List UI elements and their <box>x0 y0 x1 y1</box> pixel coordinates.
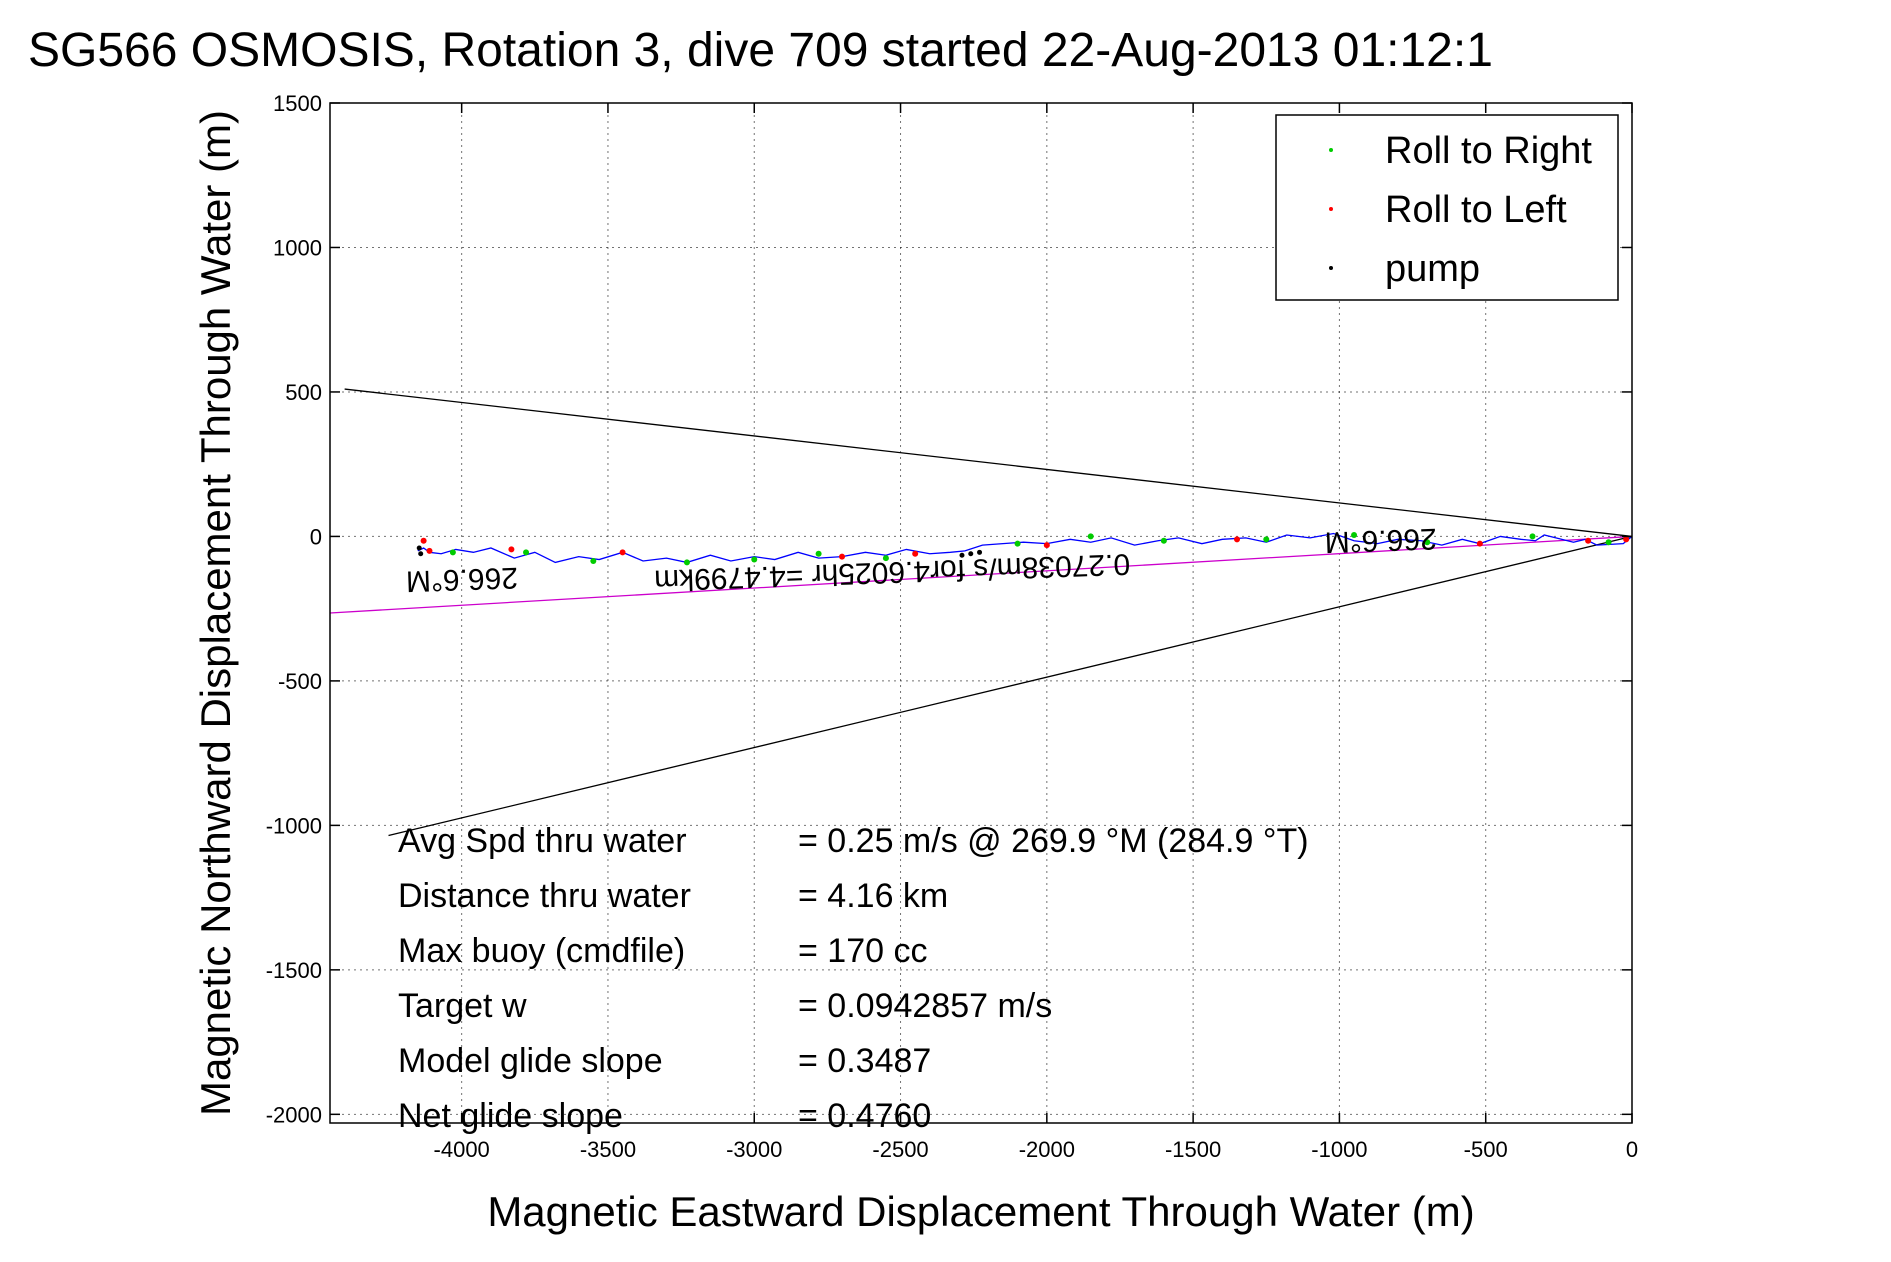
x-tick-label: -2500 <box>872 1137 928 1162</box>
point-roll-to-left <box>426 547 433 554</box>
x-tick-label: -4000 <box>434 1137 490 1162</box>
point-roll-to-left <box>912 550 919 557</box>
point-roll-to-right <box>1014 540 1021 547</box>
point-roll-to-right <box>523 549 530 556</box>
reference-line <box>388 535 1633 837</box>
legend-marker <box>1329 266 1333 270</box>
point-roll-to-right <box>1263 536 1270 543</box>
point-roll-to-left <box>420 537 427 544</box>
x-tick-label: -500 <box>1464 1137 1508 1162</box>
chart-title: SG566 OSMOSIS, Rotation 3, dive 709 star… <box>28 24 1493 77</box>
stat-label: Max buoy (cmdfile) <box>398 932 685 970</box>
point-pump <box>418 551 424 557</box>
point-roll-to-right <box>1160 537 1167 544</box>
y-tick-label: 0 <box>310 524 322 549</box>
stats-annotations: Avg Spd thru water = 0.25 m/s @ 269.9 °M … <box>398 822 1309 1135</box>
point-roll-to-right <box>683 559 690 566</box>
stat-label: Avg Spd thru water <box>398 822 687 860</box>
point-roll-to-right <box>751 556 758 563</box>
stat-label: Distance thru water <box>398 877 691 915</box>
x-tick-label: -2000 <box>1019 1137 1075 1162</box>
reference-lines <box>329 388 1633 837</box>
point-roll-to-right <box>449 549 456 556</box>
y-tick-label: 500 <box>285 380 322 405</box>
y-tick-label: -1000 <box>266 813 322 838</box>
point-roll-to-left <box>1585 537 1592 544</box>
y-tick-label: -500 <box>278 669 322 694</box>
rotated-annotation: 266.6°M <box>1324 522 1437 559</box>
x-tick-label: -1000 <box>1311 1137 1367 1162</box>
stat-label: Net glide slope <box>398 1097 623 1135</box>
legend-entry: pump <box>1385 248 1480 290</box>
data-series <box>416 531 1633 566</box>
x-axis-label: Magnetic Eastward Displacement Through W… <box>487 1188 1474 1235</box>
rotated-annotation: 0.27038m/s for4.6025hr =4.4799km <box>654 547 1131 597</box>
y-tick-label: 1500 <box>273 91 322 116</box>
legend-box <box>1275 114 1619 301</box>
point-pump <box>977 549 983 555</box>
stat-label: Model glide slope <box>398 1042 663 1080</box>
point-roll-to-right <box>882 555 889 562</box>
legend-marker <box>1329 207 1333 211</box>
rotated-annotations: 266.6°M 266.6°M 0.27038m/s for4.6025hr =4.… <box>405 522 1437 598</box>
stat-value: = 170 cc <box>798 932 927 970</box>
point-roll-to-left <box>1043 542 1050 549</box>
stat-value: = 0.4760 <box>798 1097 931 1135</box>
y-tick-label: -2000 <box>266 1102 322 1127</box>
point-roll-to-right <box>1351 531 1358 538</box>
x-tick-label: 0 <box>1626 1137 1638 1162</box>
stat-value: = 0.3487 <box>798 1042 931 1080</box>
y-tick-label: -1500 <box>266 958 322 983</box>
point-roll-to-left <box>1234 536 1241 543</box>
legend-entry: Roll to Left <box>1385 189 1567 231</box>
reference-line <box>344 388 1633 538</box>
point-pump <box>968 551 974 557</box>
point-roll-to-left <box>619 549 626 556</box>
point-roll-to-left <box>839 553 846 560</box>
point-roll-to-left <box>1623 536 1630 543</box>
point-pump <box>416 545 422 551</box>
plot-area-frame <box>329 102 1633 1124</box>
legend-marker <box>1329 148 1333 152</box>
point-roll-to-left <box>1476 540 1483 547</box>
point-roll-to-right <box>590 557 597 564</box>
axis-ticks: -4000 -3500 -3000 -2500 -2000 -1500 -1000 -500 0… <box>266 91 1638 1162</box>
track-line <box>417 532 1633 564</box>
x-tick-label: -1500 <box>1165 1137 1221 1162</box>
point-roll-to-right <box>1529 533 1536 540</box>
stat-value: = 0.25 m/s @ 269.9 °M (284.9 °T) <box>798 822 1309 860</box>
point-roll-to-left <box>508 546 515 553</box>
reference-line <box>329 535 1633 614</box>
point-roll-to-right <box>815 550 822 557</box>
y-tick-label: 1000 <box>273 235 322 260</box>
x-tick-label: -3500 <box>580 1137 636 1162</box>
x-tick-label: -3000 <box>726 1137 782 1162</box>
point-roll-to-right <box>1424 539 1431 546</box>
legend: Roll to Right Roll to Left pump <box>1275 114 1619 301</box>
legend-entry: Roll to Right <box>1385 130 1592 172</box>
point-roll-to-right <box>1087 533 1094 540</box>
rotated-annotation: 266.6°M <box>405 561 518 598</box>
y-axis-label: Magnetic Northward Displacement Through … <box>192 110 239 1116</box>
stat-value: = 0.0942857 m/s <box>798 987 1052 1025</box>
stat-value: = 4.16 km <box>798 877 948 915</box>
point-pump <box>959 552 965 558</box>
stat-label: Target w <box>398 987 527 1025</box>
point-roll-to-right <box>1605 539 1612 546</box>
grid <box>330 103 1632 1123</box>
